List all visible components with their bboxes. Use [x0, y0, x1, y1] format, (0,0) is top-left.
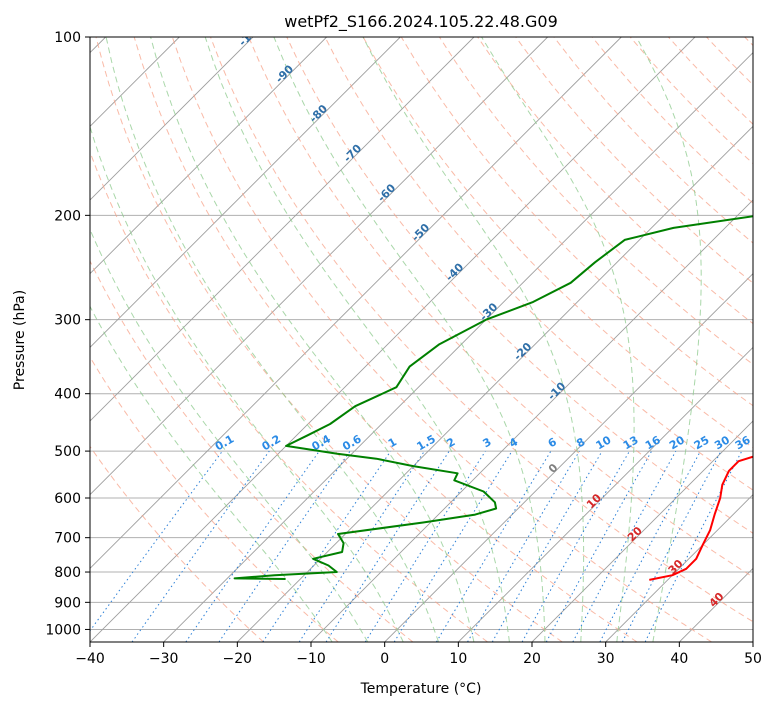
data-lines [233, 215, 753, 581]
isotherm-line [531, 420, 753, 642]
moist-adiabat-line [90, 125, 404, 642]
moist-adiabat-line [90, 228, 369, 642]
dry-adiabat-line [90, 445, 264, 642]
moist-adiabat-line [90, 305, 333, 642]
mixing-ratio-line [298, 450, 425, 642]
x-tick-label: −30 [149, 651, 179, 667]
y-tick-label: 300 [54, 313, 81, 329]
moist-adiabat-line [273, 37, 546, 642]
x-axis-label: Temperature (°C) [360, 681, 482, 697]
y-tick-label: 200 [54, 208, 81, 224]
moist-adiabat-line [105, 37, 440, 642]
isotherm-line [90, 37, 548, 496]
y-tick-label: 800 [54, 565, 81, 581]
x-tick-label: 10 [449, 651, 467, 667]
isotherm-line [90, 37, 327, 275]
isotherm-line [90, 37, 401, 348]
mixing-ratio-line [325, 450, 450, 642]
isotherm-line [237, 125, 753, 642]
x-tick-label: 30 [597, 651, 615, 667]
isotherm-line [384, 273, 753, 642]
dry-adiabat-line [515, 37, 753, 284]
plot-frame [89, 36, 754, 643]
mixing-ratio-line [393, 450, 513, 642]
y-axis-label: Pressure (hPa) [12, 290, 28, 390]
mixing-ratio-line [599, 450, 701, 642]
dry-adiabat-line [324, 37, 753, 491]
y-tick-label: 500 [54, 444, 81, 460]
mixing-ratio-line [185, 450, 320, 642]
mixing-ratio-line [435, 450, 552, 642]
x-tick-label: −20 [223, 651, 253, 667]
dry-adiabat-line [286, 37, 753, 534]
isotherm-line [605, 494, 753, 642]
mixing-ratio-line [572, 450, 677, 642]
y-tick-label: 400 [54, 387, 81, 403]
moist-adiabat-line [150, 37, 475, 642]
mixing-ratio-line [262, 450, 392, 642]
isotherm-line [458, 346, 753, 642]
dry-adiabat-line [90, 259, 414, 642]
dry-adiabat-line [210, 37, 753, 623]
moist-adiabat-line [635, 37, 702, 642]
moist-adiabat-line [481, 37, 635, 642]
x-tick-label: 0 [380, 651, 389, 667]
isotherm-line [90, 37, 696, 642]
isotherm-line [163, 52, 753, 642]
isotherm-line [90, 37, 475, 422]
y-tick-label: 900 [54, 595, 81, 611]
temperature-profile [649, 455, 753, 581]
y-tick-label: 700 [54, 531, 81, 547]
x-tick-label: −10 [296, 651, 326, 667]
dry-adiabat-line [171, 37, 712, 642]
x-tick-label: −40 [75, 651, 105, 667]
y-tick-label: 600 [54, 491, 81, 507]
mixing-ratio-line [364, 450, 486, 642]
mixing-ratio-line [218, 450, 351, 642]
chart-title: wetPf2_S166.2024.105.22.48.G09 [284, 12, 558, 32]
y-tick-label: 1000 [45, 622, 81, 638]
plot-area [90, 37, 753, 642]
axes: −40 −30 −20 −10 0 10 20 30 40 50 100 200 300 400 500 60… [45, 30, 762, 667]
y-tick-label: 100 [54, 30, 81, 46]
isotherm-label: -100 [236, 20, 265, 49]
mixing-ratio-line [467, 450, 580, 642]
x-tick-label: 50 [744, 651, 762, 667]
isotherm-line [90, 37, 254, 201]
x-tick-label: 20 [523, 651, 541, 667]
x-tick-label: 40 [670, 651, 688, 667]
moist-adiabat-line [362, 37, 585, 642]
dry-adiabat-line [248, 37, 753, 578]
dry-adiabat-line [95, 37, 563, 642]
isotherm-line [90, 37, 622, 569]
dewpoint-profile [233, 215, 753, 580]
dry-adiabat-line [133, 37, 638, 642]
